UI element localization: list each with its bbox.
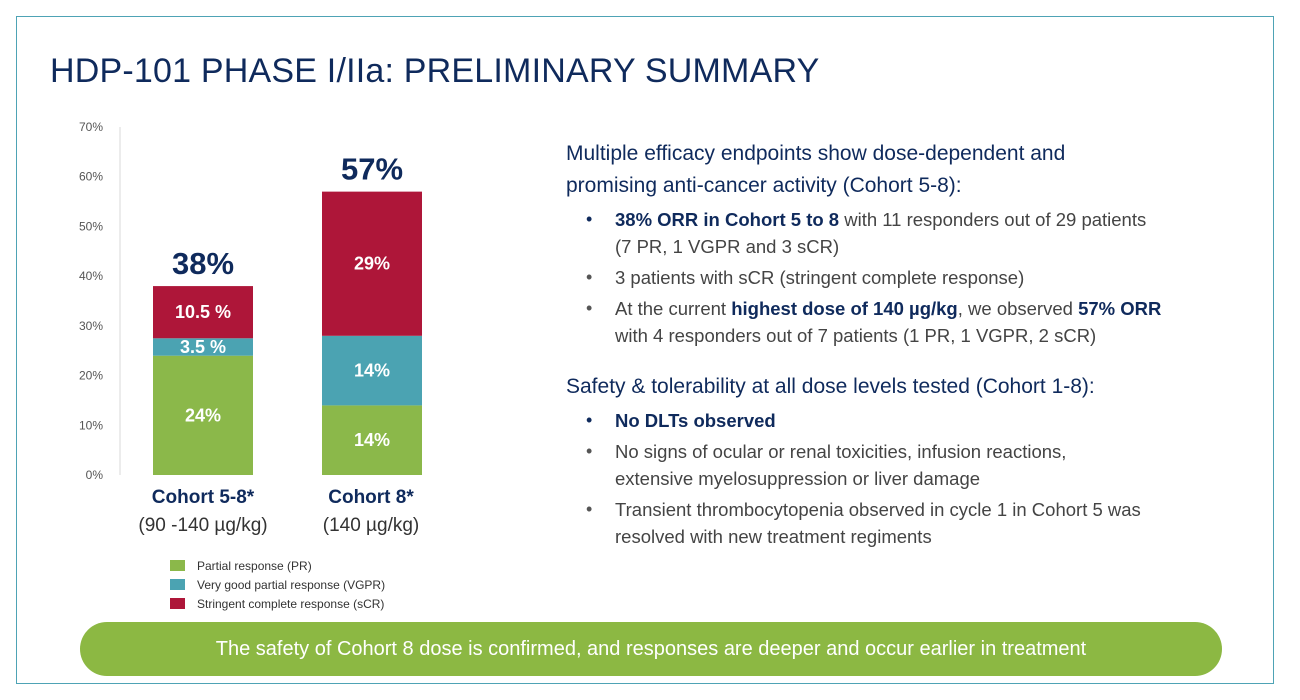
- bar-total-label: 38%: [172, 246, 234, 281]
- bar-data-label: 29%: [354, 254, 390, 274]
- bar-segment-cohort-5-8-vgpr: [153, 338, 253, 356]
- slide-frame: [16, 16, 1274, 684]
- efficacy-b2-text: 3 patients with sCR (stringent complete …: [615, 267, 1025, 288]
- safety-b3-line1: Transient thrombocytopenia observed in c…: [615, 499, 1141, 520]
- safety-b1-bold: No DLTs observed: [615, 410, 776, 431]
- summary-panel: Multiple efficacy endpoints show dose-de…: [566, 138, 1266, 550]
- efficacy-bullet-3: • At the current highest dose of 140 µg/…: [566, 295, 1266, 349]
- efficacy-b3-pre: At the current: [615, 298, 732, 319]
- bullet-icon: •: [586, 441, 593, 461]
- safety-bullet-2: • No signs of ocular or renal toxicities…: [566, 438, 1266, 492]
- slide-title: HDP-101 PHASE I/IIa: PRELIMINARY SUMMARY: [50, 52, 820, 90]
- bullet-icon: •: [586, 209, 593, 229]
- legend-label-pr: Partial response (PR): [197, 558, 312, 573]
- y-tick-label: 20%: [79, 369, 103, 383]
- category-label-cohort-5-8: Cohort 5-8*: [151, 487, 255, 508]
- efficacy-bullet-1: • 38% ORR in Cohort 5 to 8 with 11 respo…: [566, 206, 1266, 260]
- efficacy-b3-line2: with 4 responders out of 7 patients (1 P…: [615, 325, 1097, 346]
- efficacy-heading: Multiple efficacy endpoints show dose-de…: [566, 138, 1266, 202]
- safety-b3-line2: resolved with new treatment regiments: [615, 526, 932, 547]
- conclusion-banner: The safety of Cohort 8 dose is confirmed…: [80, 622, 1222, 676]
- legend-swatch-vgpr: [170, 579, 185, 590]
- efficacy-b1-bold: 38% ORR in Cohort 5 to 8: [615, 209, 840, 230]
- bullet-icon: •: [586, 298, 593, 318]
- bar-segment-cohort-8-vgpr: [322, 335, 422, 406]
- efficacy-b3-bold2: 57% ORR: [1078, 298, 1162, 319]
- stacked-bar-chart: 0% 10% 20% 30% 40% 50% 60% 70% 24% 3.5 % 10.5 % 38%…: [79, 120, 422, 482]
- efficacy-heading-line2: promising anti-cancer activity (Cohort 5…: [566, 174, 962, 197]
- bar-total-label: 57%: [341, 152, 403, 187]
- bar-segment-cohort-8-pr: [322, 405, 422, 475]
- y-tick-label: 30%: [79, 319, 103, 333]
- y-tick-label: 40%: [79, 269, 103, 283]
- bar-data-label: 14%: [354, 361, 390, 381]
- bar-data-label: 10.5 %: [175, 302, 231, 322]
- legend-item-scr: Stringent complete response (sCR): [170, 594, 385, 613]
- safety-bullet-3: • Transient thrombocytopenia observed in…: [566, 496, 1266, 550]
- banner-text: The safety of Cohort 8 dose is confirmed…: [215, 637, 1087, 660]
- y-tick-label: 50%: [79, 219, 103, 233]
- efficacy-bullets: • 38% ORR in Cohort 5 to 8 with 11 respo…: [566, 206, 1266, 349]
- y-tick-label: 70%: [79, 120, 103, 134]
- efficacy-b3-mid: , we observed: [957, 298, 1079, 319]
- efficacy-bullet-2: • 3 patients with sCR (stringent complet…: [566, 264, 1266, 291]
- bullet-icon: •: [586, 410, 593, 430]
- category-subtitle-cohort-5-8: (90 -140 µg/kg): [138, 515, 268, 536]
- legend-swatch-scr: [170, 598, 185, 609]
- bar-data-label: 14%: [354, 430, 390, 450]
- safety-b2-line1: No signs of ocular or renal toxicities, …: [615, 441, 1067, 462]
- bullet-icon: •: [586, 267, 593, 287]
- y-tick-label: 0%: [86, 468, 104, 482]
- safety-b2-line2: extensive myelosuppression or liver dama…: [615, 468, 981, 489]
- efficacy-heading-line1: Multiple efficacy endpoints show dose-de…: [566, 142, 1066, 165]
- safety-bullets: • No DLTs observed • No signs of ocular …: [566, 407, 1266, 550]
- bar-data-label: 24%: [185, 405, 221, 425]
- bar-segment-cohort-5-8-pr: [153, 355, 253, 475]
- efficacy-b3-bold1: highest dose of 140 µg/kg: [731, 298, 958, 319]
- category-label-cohort-8: Cohort 8*: [328, 487, 414, 508]
- bar-segment-cohort-8-scr: [322, 191, 422, 336]
- legend-swatch-pr: [170, 560, 185, 571]
- bar-data-label: 3.5 %: [180, 337, 226, 357]
- chart-legend: Partial response (PR) Very good partial …: [170, 556, 385, 613]
- efficacy-b1-text: with 11 responders out of 29 patients: [839, 209, 1147, 230]
- category-subtitle-cohort-8: (140 µg/kg): [322, 515, 420, 536]
- y-tick-label: 60%: [79, 170, 103, 184]
- y-tick-label: 10%: [79, 418, 103, 432]
- legend-label-scr: Stringent complete response (sCR): [197, 596, 385, 611]
- bar-segment-cohort-5-8-scr: [153, 286, 253, 339]
- efficacy-b1-line2: (7 PR, 1 VGPR and 3 sCR): [615, 236, 840, 257]
- legend-item-pr: Partial response (PR): [170, 556, 385, 575]
- safety-heading: Safety & tolerability at all dose levels…: [566, 375, 1095, 398]
- legend-label-vgpr: Very good partial response (VGPR): [197, 577, 386, 592]
- bullet-icon: •: [586, 499, 593, 519]
- safety-bullet-1: • No DLTs observed: [566, 407, 1266, 434]
- legend-item-vgpr: Very good partial response (VGPR): [170, 575, 385, 594]
